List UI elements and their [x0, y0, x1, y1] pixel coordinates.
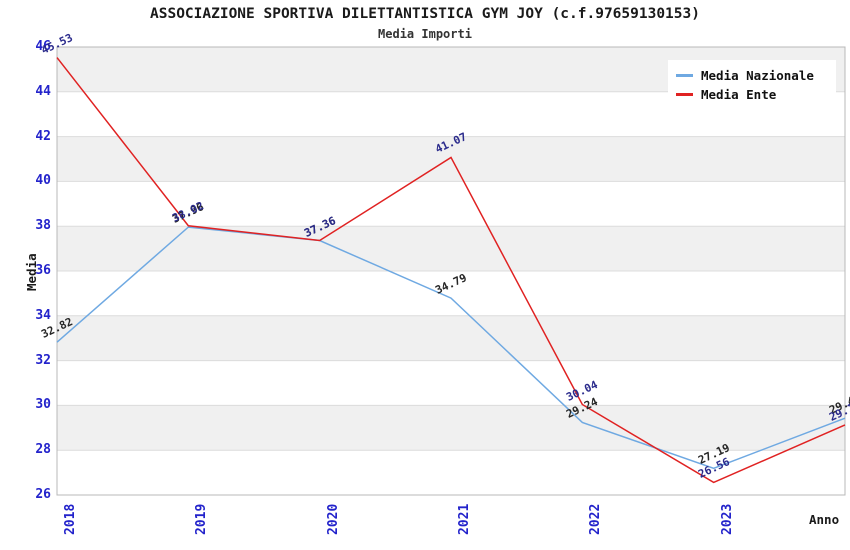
- legend-label: Media Nazionale: [701, 68, 814, 83]
- band-row: [57, 405, 845, 451]
- x-tick-label: 2018: [63, 503, 78, 535]
- band-row: [57, 315, 845, 361]
- series-line-media-ente: [56, 57, 846, 484]
- y-tick-label: 38: [35, 218, 51, 234]
- y-axis-label: Media: [24, 253, 39, 291]
- y-tick-label: 46: [35, 39, 51, 54]
- x-tick-label: 2020: [325, 503, 341, 535]
- chart-title: ASSOCIAZIONE SPORTIVA DILETTANTISTICA GY…: [150, 6, 700, 22]
- legend-item-media-ente: Media Ente: [676, 85, 828, 104]
- x-axis-label: Anno: [809, 512, 840, 527]
- plot-border: [56, 46, 846, 496]
- x-tick-label: 2023: [719, 503, 735, 535]
- y-tick-label: 26: [35, 487, 51, 502]
- legend-swatch-icon: [676, 74, 693, 77]
- legend-label: Media Ente: [701, 87, 777, 102]
- x-tick-label: 2019: [194, 503, 210, 535]
- y-tick-label: 32: [35, 352, 51, 368]
- y-tick-label: 30: [35, 397, 51, 413]
- legend-item-media-nazionale: Media Nazionale: [676, 66, 828, 85]
- legend: Media Nazionale Media Ente: [668, 60, 836, 110]
- y-tick-label: 34: [35, 307, 51, 323]
- x-tick-label: 2022: [588, 503, 604, 535]
- y-tick-label: 28: [35, 442, 51, 458]
- y-tick-label: 36: [35, 263, 51, 278]
- chart-subtitle: Media Importi: [378, 27, 472, 41]
- y-tick-label: 42: [35, 128, 51, 144]
- y-tick-label: 44: [35, 83, 51, 99]
- band-row: [57, 226, 845, 271]
- x-tick-label: 2021: [457, 503, 472, 535]
- legend-swatch-icon: [676, 93, 693, 96]
- y-tick-label: 40: [35, 173, 51, 189]
- series-line-media-nazionale: [56, 226, 846, 470]
